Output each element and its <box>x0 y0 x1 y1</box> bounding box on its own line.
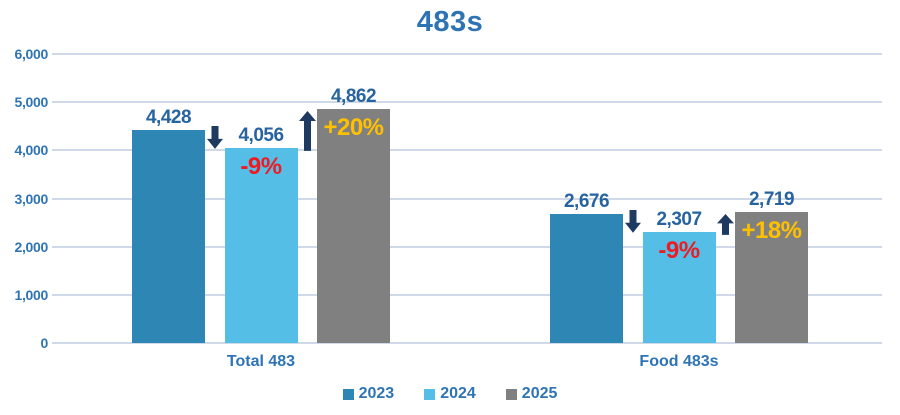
legend-swatch-icon <box>505 388 517 400</box>
y-axis-tick-label: 2,000 <box>14 238 48 255</box>
bar-2023-total-483 <box>132 129 205 343</box>
bar-2023-food-483s <box>550 214 623 343</box>
legend-swatch-icon <box>424 388 436 400</box>
category-label: Food 483s <box>639 353 719 370</box>
change-label: -9% <box>658 236 700 264</box>
legend-label: 2025 <box>521 385 558 402</box>
legend-item-2025: 2025 <box>505 385 558 403</box>
category-label: Total 483 <box>226 353 296 370</box>
change-label: +20% <box>323 113 384 141</box>
gridline <box>52 149 882 152</box>
legend-label: 2023 <box>358 385 395 402</box>
change-label: -9% <box>240 152 282 180</box>
bar-2025-total-483 <box>317 108 390 343</box>
bar-value-label: 2,719 <box>748 189 795 211</box>
legend: 2023 2024 2025 <box>0 385 900 403</box>
legend-item-2024: 2024 <box>424 385 476 403</box>
y-axis-tick-label: 0 <box>40 335 49 351</box>
gridline <box>52 101 882 104</box>
gridline <box>52 293 882 296</box>
gridline <box>52 342 882 344</box>
bar-2024-food-483s <box>642 231 716 343</box>
y-axis-tick-label: 3,000 <box>14 190 48 207</box>
decrease-arrow-icon <box>206 125 223 149</box>
legend-item-2023: 2023 <box>342 385 395 403</box>
bar-value-label: 2,307 <box>656 208 702 230</box>
y-axis-tick-label: 1,000 <box>14 286 48 303</box>
bar-value-label: 4,428 <box>145 106 192 128</box>
bar-value-label: 4,862 <box>330 85 377 107</box>
bar-value-label: 2,676 <box>563 191 610 213</box>
chart-title: 483s <box>416 6 484 38</box>
y-axis-tick-label: 4,000 <box>14 142 48 159</box>
decrease-arrow-icon <box>624 210 641 233</box>
increase-arrow-icon <box>716 214 734 235</box>
gridline <box>52 197 882 200</box>
y-axis-tick-label: 5,000 <box>14 94 48 111</box>
bar-value-label: 4,056 <box>238 124 284 146</box>
bar-2025-food-483s <box>735 212 808 343</box>
legend-swatch-icon <box>342 388 354 400</box>
increase-arrow-icon <box>298 110 316 151</box>
y-axis-tick-label: 6,000 <box>14 46 48 62</box>
legend-label: 2024 <box>440 385 476 402</box>
gridline <box>52 245 882 248</box>
change-label: +18% <box>741 217 802 245</box>
gridline <box>52 53 882 55</box>
bar-2024-total-483 <box>224 147 298 343</box>
